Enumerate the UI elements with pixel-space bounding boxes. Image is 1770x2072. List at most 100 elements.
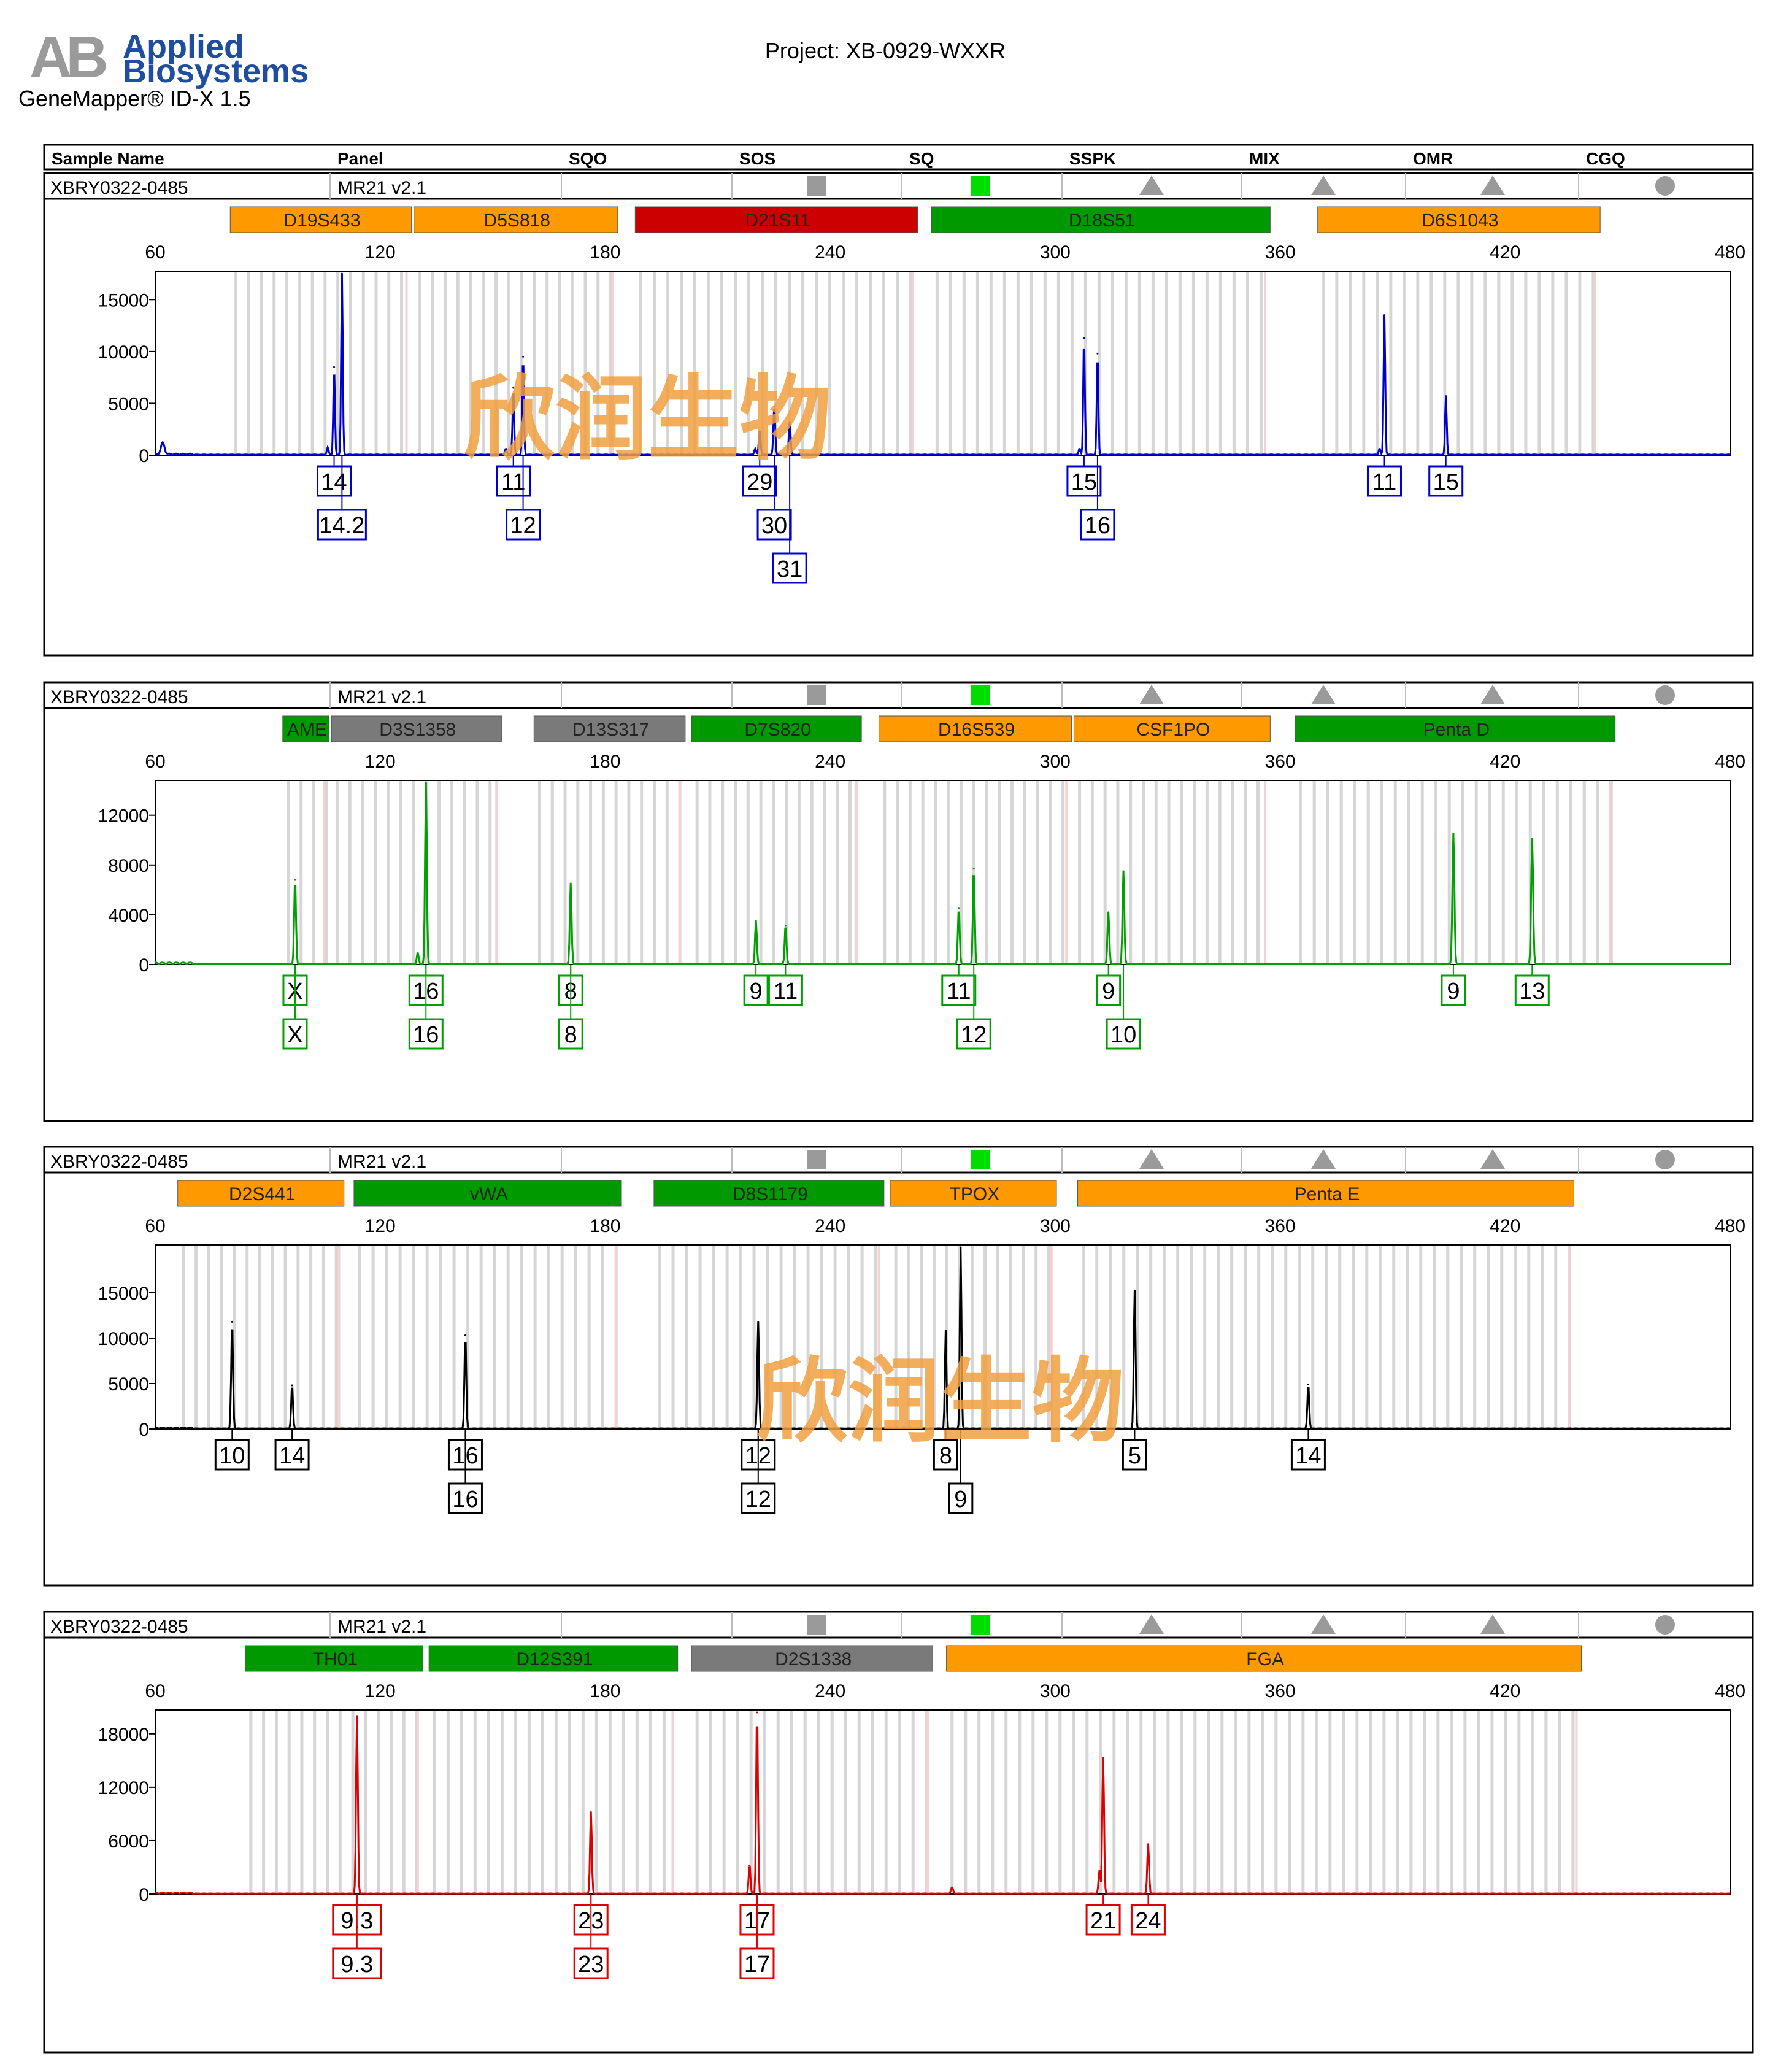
marker-bar-d3s1358 xyxy=(331,715,502,742)
marker-label: CSF1PO xyxy=(1136,720,1210,740)
panel-frame xyxy=(43,1146,1754,1587)
marker-label: D7S820 xyxy=(744,720,810,740)
x-tick-label: 360 xyxy=(1265,752,1296,772)
y-tick-label: 10000 xyxy=(98,342,149,363)
allele-call-box xyxy=(772,552,807,584)
cgq-status-icon xyxy=(1655,176,1675,196)
report-header: AB Applied Biosystems GeneMapper® ID-X 1… xyxy=(18,25,1006,111)
allele-call-box xyxy=(1514,974,1550,1006)
peak-apex xyxy=(1079,448,1081,450)
peak-apex xyxy=(425,782,427,784)
x-tick-label: 120 xyxy=(365,1216,396,1236)
marker-bar-d16s539 xyxy=(879,715,1072,742)
allele-call-box xyxy=(1085,1904,1121,1936)
peak-apex xyxy=(958,907,960,910)
y-tick-label: 10000 xyxy=(98,1329,149,1349)
marker-bar-d5s818 xyxy=(414,206,618,233)
peak-apex xyxy=(417,952,419,955)
dye-panels: XBRY0322-0485 MR21 v2.1 D19S433 D5S818 D21S1… xyxy=(43,172,1754,2054)
x-tick-label: 60 xyxy=(145,1681,165,1701)
peak-apex xyxy=(1452,833,1455,835)
x-tick-label: 120 xyxy=(365,1681,396,1701)
y-tick-label: 4000 xyxy=(108,906,149,926)
x-tick-label: 480 xyxy=(1715,1216,1745,1236)
allele-call-box xyxy=(1428,465,1464,497)
marker-label: D13S317 xyxy=(572,720,649,740)
peak-apex xyxy=(333,366,336,368)
peak-apex xyxy=(960,1246,962,1249)
x-tick-label: 360 xyxy=(1265,242,1296,263)
y-tick-label: 0 xyxy=(139,955,149,976)
warning-triangle-icon xyxy=(1480,1614,1505,1634)
x-tick-label: 60 xyxy=(145,242,165,263)
allele-bins xyxy=(182,1245,1571,1429)
x-tick-label: 60 xyxy=(145,752,165,772)
peak-apex xyxy=(757,1320,760,1323)
panel-name: MR21 v2.1 xyxy=(337,178,426,198)
marker-label: D18S51 xyxy=(1069,210,1135,231)
warning-triangle-icon xyxy=(1311,175,1336,195)
x-tick-label: 180 xyxy=(590,242,620,263)
allele-call-label: 11 xyxy=(947,979,971,1004)
applied-biosystems-logo: AB Applied Biosystems xyxy=(29,25,309,90)
allele-bins xyxy=(234,271,1596,455)
marker-bar-d21s11 xyxy=(634,206,918,233)
sample-name: XBRY0322-0485 xyxy=(50,1617,188,1637)
allele-call-label: 23 xyxy=(578,1952,604,1978)
marker-bar-d7s820 xyxy=(691,715,862,742)
marker-bar-d2s441 xyxy=(177,1180,345,1207)
y-tick-label: 15000 xyxy=(98,290,149,310)
x-tick-label: 180 xyxy=(590,1216,620,1236)
marker-bar-d2s1338 xyxy=(691,1645,933,1672)
allele-call-label: 5 xyxy=(1128,1443,1141,1469)
allele-call-label: 12 xyxy=(961,1022,987,1048)
allele-call-label: 15 xyxy=(1071,469,1097,495)
marker-label: D2S441 xyxy=(229,1184,295,1204)
peak-apex xyxy=(773,406,775,408)
table-header-row: Sample Name Panel SQO SOS SQ SSPK MIX OM… xyxy=(43,144,1754,171)
x-tick-label: 360 xyxy=(1265,1681,1296,1701)
col-sq: SQ xyxy=(909,149,934,168)
dye-panel-red: XBRY0322-0485 MR21 v2.1 TH01 D12S391 D2S1338… xyxy=(43,1611,1754,2054)
warning-triangle-icon xyxy=(1139,685,1164,704)
allele-call-label: 16 xyxy=(452,1487,478,1512)
allele-call-label: 12 xyxy=(510,513,536,539)
sq-status-icon xyxy=(971,1615,990,1635)
x-tick-label: 120 xyxy=(365,242,396,263)
allele-call-box xyxy=(447,1482,483,1514)
peak-apex xyxy=(161,442,164,445)
y-tick-label: 0 xyxy=(139,1420,149,1440)
sqo-status-icon xyxy=(807,176,826,196)
peak-apex xyxy=(951,1887,953,1889)
marker-label: D12S391 xyxy=(516,1649,593,1670)
marker-label: vWA xyxy=(470,1184,508,1204)
allele-call-box xyxy=(282,1018,308,1050)
x-tick-label: 300 xyxy=(1040,752,1071,772)
peak-apex xyxy=(1096,352,1099,355)
allele-call-label: 14.2 xyxy=(319,513,364,539)
allele-call-box xyxy=(741,1482,776,1514)
allele-call-label: 10 xyxy=(219,1443,245,1469)
peak-apex xyxy=(748,1865,751,1867)
allele-call-label: 14 xyxy=(1295,1443,1321,1469)
peak-apex xyxy=(1122,870,1125,872)
allele-call-box xyxy=(317,465,352,497)
cgq-status-icon xyxy=(1655,1615,1675,1635)
allele-call-label: 24 xyxy=(1135,1908,1161,1934)
allele-call-label: 13 xyxy=(1519,979,1545,1004)
allele-call-box xyxy=(214,1439,250,1471)
marker-bar-ame xyxy=(282,715,329,742)
allele-call-box xyxy=(768,974,803,1006)
peak-apex xyxy=(972,868,975,870)
brand-line-2: Biosystems xyxy=(123,53,309,90)
allele-call-label: 21 xyxy=(1090,1908,1116,1934)
allele-call-box xyxy=(948,1482,974,1514)
allele-call-label: 15 xyxy=(1433,469,1459,495)
warning-triangle-icon xyxy=(1311,685,1336,704)
peak-apex xyxy=(569,882,572,885)
marker-label: D21S11 xyxy=(745,210,810,231)
marker-label: D8S1179 xyxy=(733,1184,808,1204)
allele-call-label: 17 xyxy=(744,1952,770,1978)
peak-apex xyxy=(1147,1843,1149,1846)
